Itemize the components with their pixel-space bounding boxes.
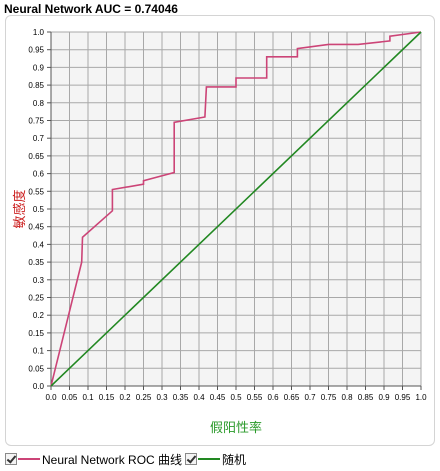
x-tick-label: 0.25 bbox=[136, 393, 152, 402]
y-tick-label: 0.75 bbox=[28, 117, 44, 126]
legend-label-roc: Neural Network ROC 曲线 bbox=[42, 452, 183, 467]
legend-item-roc[interactable]: Neural Network ROC 曲线 bbox=[5, 451, 182, 468]
y-tick-label: 0.95 bbox=[28, 46, 44, 55]
legend-checkbox-random[interactable] bbox=[185, 453, 198, 465]
chart-title: Neural Network AUC = 0.74046 bbox=[4, 2, 178, 16]
legend-item-random[interactable]: 随机 bbox=[185, 451, 246, 468]
y-tick-label: 0.15 bbox=[28, 329, 44, 338]
y-tick-label: 0.6 bbox=[33, 170, 45, 179]
y-tick-label: 0.65 bbox=[28, 152, 44, 161]
y-tick-label: 0.85 bbox=[28, 81, 44, 90]
legend: Neural Network ROC 曲线 随机 bbox=[5, 450, 246, 468]
x-tick-label: 0.4 bbox=[193, 393, 205, 402]
x-tick-label: 0.5 bbox=[230, 393, 242, 402]
x-tick-label: 0.35 bbox=[173, 393, 189, 402]
x-tick-label: 0.05 bbox=[62, 393, 78, 402]
legend-checkbox-roc[interactable] bbox=[5, 453, 17, 465]
y-tick-label: 0.9 bbox=[33, 63, 45, 72]
y-tick-label: 0.5 bbox=[33, 205, 45, 214]
x-tick-label: 0.75 bbox=[321, 393, 337, 402]
x-tick-label: 0.9 bbox=[378, 393, 390, 402]
x-tick-label: 0.0 bbox=[45, 393, 57, 402]
y-tick-label: 0.45 bbox=[28, 223, 44, 232]
random-diagonal-line bbox=[50, 31, 422, 387]
roc-chart: 0.0 0.05 0.1 0.15 0.2 0.25 0.3 0.35 0.4 0.45 0.5 0.… bbox=[12, 28, 427, 436]
x-tick-label: 1.0 bbox=[415, 393, 427, 402]
x-tick-label: 0.7 bbox=[304, 393, 316, 402]
y-tick-label: 0.0 bbox=[33, 382, 45, 391]
y-tick-label: 0.55 bbox=[28, 187, 44, 196]
roc-curve-line bbox=[50, 31, 422, 387]
x-tick-label: 0.65 bbox=[284, 393, 300, 402]
x-tick-label: 0.3 bbox=[156, 393, 168, 402]
x-tick-label: 0.1 bbox=[82, 393, 94, 402]
legend-swatch-random bbox=[198, 458, 221, 460]
y-tick-label: 0.25 bbox=[28, 294, 44, 303]
x-tick-label: 0.2 bbox=[119, 393, 131, 402]
x-tick-label: 0.45 bbox=[210, 393, 226, 402]
y-tick-label: 0.35 bbox=[28, 258, 44, 267]
x-tick-label: 0.85 bbox=[358, 393, 374, 402]
y-tick-label: 0.2 bbox=[33, 311, 45, 320]
legend-swatch-roc bbox=[18, 458, 40, 460]
x-tick-label: 0.8 bbox=[341, 393, 353, 402]
y-tick-label: 0.8 bbox=[33, 99, 45, 108]
x-tick-label: 0.15 bbox=[99, 393, 115, 402]
y-axis-label: 敏感度 bbox=[12, 189, 28, 228]
x-axis-label: 假阳性率 bbox=[210, 420, 262, 436]
x-tick-label: 0.6 bbox=[267, 393, 279, 402]
legend-label-random: 随机 bbox=[222, 452, 247, 467]
x-tick-label: 0.95 bbox=[395, 393, 411, 402]
y-tick-label: 0.4 bbox=[33, 240, 45, 249]
y-tick-label: 1.0 bbox=[33, 28, 45, 37]
x-tick-label: 0.55 bbox=[247, 393, 263, 402]
y-tick-label: 0.3 bbox=[33, 276, 45, 285]
y-tick-label: 0.7 bbox=[33, 134, 45, 143]
y-tick-label: 0.05 bbox=[28, 364, 44, 373]
y-tick-label: 0.1 bbox=[33, 347, 45, 356]
